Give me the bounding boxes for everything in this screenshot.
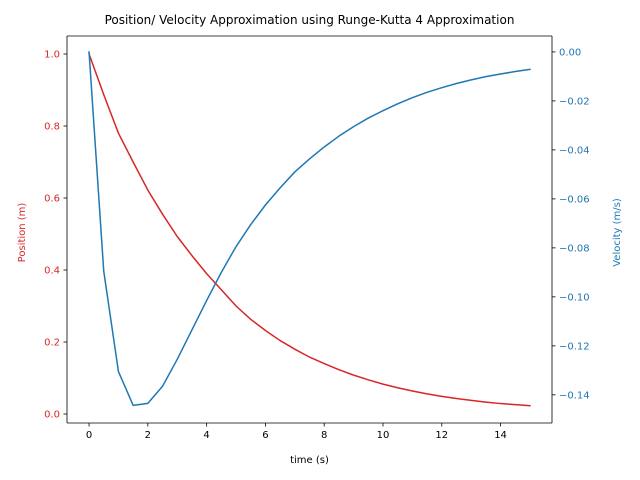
- left-y-tick-label: 0.6: [44, 194, 60, 205]
- right-axis-label: Velocity (m/s): [612, 198, 623, 267]
- left-y-tick-label: 1.0: [44, 50, 60, 61]
- left-y-tick-label: 0.4: [44, 266, 60, 277]
- axes-layer: 0 2 4 6 8 10 12 14 0.0 0.2 0.4 0.6 0.8 1.0 −0.14 −0.12 −…: [44, 35, 590, 441]
- right-y-tick-label: −0.02: [559, 96, 590, 107]
- left-y-tick-label: 0.8: [44, 122, 60, 133]
- right-y-tick-label: −0.14: [559, 390, 590, 401]
- x-tick-label: 14: [494, 430, 507, 441]
- x-tick-label: 10: [377, 430, 390, 441]
- left-y-tick-label: 0.2: [44, 338, 60, 349]
- x-tick-label: 8: [321, 430, 327, 441]
- x-tick-label: 6: [262, 430, 268, 441]
- right-y-tick-label: −0.12: [559, 341, 590, 352]
- right-y-tick-label: −0.04: [559, 145, 590, 156]
- left-y-tick-label: 0.0: [44, 410, 60, 421]
- x-axis-label: time (s): [290, 455, 329, 466]
- x-tick-label: 12: [435, 430, 448, 441]
- x-tick-label: 0: [86, 430, 92, 441]
- series-line-velocity: [88, 51, 531, 407]
- right-y-tick-label: −0.06: [559, 194, 590, 205]
- left-axis-label: Position (m): [17, 203, 28, 263]
- x-tick-label: 4: [203, 430, 209, 441]
- chart-title: Position/ Velocity Approximation using R…: [105, 13, 515, 27]
- right-y-tick-label: −0.08: [559, 243, 590, 254]
- series-layer: [88, 51, 531, 407]
- right-y-tick-label: −0.10: [559, 292, 590, 303]
- x-tick-label: 2: [145, 430, 151, 441]
- series-line-position: [88, 53, 531, 407]
- right-y-tick-label: 0.00: [559, 47, 581, 58]
